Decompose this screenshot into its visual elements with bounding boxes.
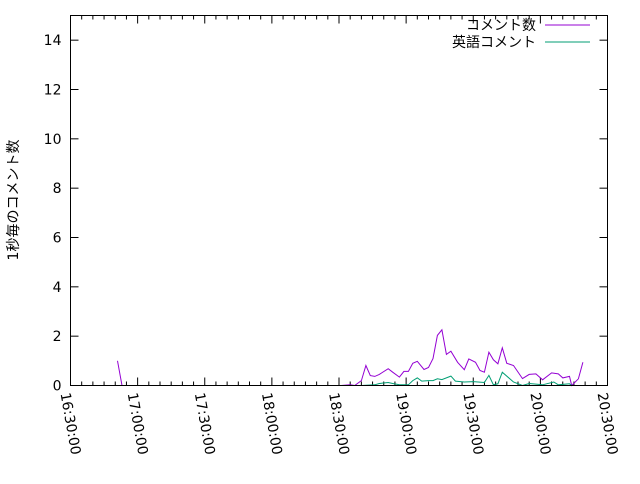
y-tick-label: 2: [53, 329, 62, 345]
x-tick-label: 18:30:00: [325, 391, 352, 456]
y-tick-label: 0: [53, 379, 62, 395]
series-line-0: [118, 330, 583, 386]
y-tick-label: 6: [53, 231, 62, 247]
y-tick-label: 12: [44, 83, 62, 99]
x-tick-label: 18:00:00: [258, 391, 285, 456]
y-tick-label: 14: [44, 33, 62, 49]
y-tick-label: 4: [53, 280, 62, 296]
x-tick-label: 20:30:00: [594, 391, 621, 456]
legend: コメント数 英語コメント: [452, 18, 590, 51]
x-tick-label: 17:00:00: [124, 391, 151, 456]
y-tick-label: 10: [44, 132, 62, 148]
x-tick-label: 20:00:00: [526, 391, 553, 456]
y-axis-label: 1秒毎のコメント数: [6, 140, 22, 261]
x-tick-label: 17:30:00: [191, 391, 218, 456]
legend-label-1: 英語コメント: [452, 34, 536, 51]
y-tick-label: 8: [53, 181, 62, 197]
legend-label-0: コメント数: [466, 18, 536, 34]
axis-ticks: 0 2 4 6 8 10 12 14 16:30:00 17:00:00 17:30:00 18:00…: [44, 16, 621, 457]
x-tick-label: 19:30:00: [459, 391, 486, 456]
x-tick-label: 16:30:00: [57, 391, 84, 456]
plot-border: [71, 16, 608, 386]
x-tick-label: 19:00:00: [392, 391, 419, 456]
series-lines: [117, 330, 582, 386]
